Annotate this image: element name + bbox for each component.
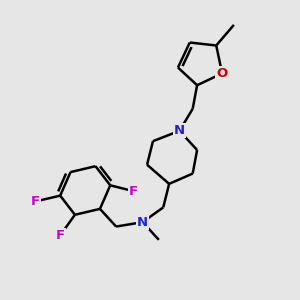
Text: F: F [31, 195, 40, 208]
Text: F: F [56, 229, 65, 242]
Text: N: N [137, 216, 148, 229]
Text: N: N [174, 124, 185, 137]
Text: F: F [129, 185, 138, 198]
Text: O: O [217, 67, 228, 80]
